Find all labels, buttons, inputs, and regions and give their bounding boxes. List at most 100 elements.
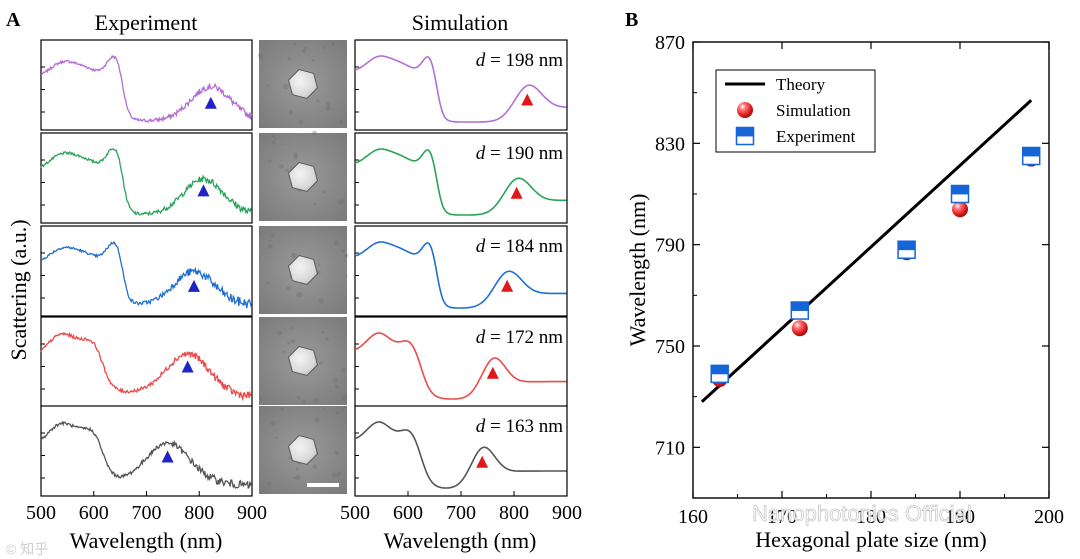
sem-texture-3-16 bbox=[321, 330, 325, 335]
y-tick-label-870: 870 bbox=[655, 32, 685, 54]
x-tick-label-200: 200 bbox=[1034, 506, 1064, 528]
experiment-spectrum-4 bbox=[40, 420, 253, 490]
experiment-point-4 bbox=[1021, 146, 1041, 166]
diameter-value: = 163 nm bbox=[485, 416, 563, 437]
sem-texture-1-15 bbox=[313, 202, 317, 205]
x-axis-label-simulation: Wavelength (nm) bbox=[384, 528, 537, 553]
panel-b-label: B bbox=[625, 9, 638, 31]
sem-texture-1-8 bbox=[285, 168, 289, 173]
simulation-peak-marker-4 bbox=[476, 455, 489, 468]
sem-texture-2-14 bbox=[344, 275, 348, 278]
sem-texture-0-1 bbox=[267, 84, 270, 87]
panel-b: 160 170 180 190 200 710 750 790 830 870 Hexagonal … bbox=[625, 32, 1064, 552]
hexagonal-plate-1 bbox=[287, 161, 319, 193]
diameter-label-4: d = 163 nm bbox=[476, 416, 563, 437]
sem-texture-3-11 bbox=[290, 326, 294, 330]
hexagonal-plate-0 bbox=[287, 68, 319, 100]
diameter-value: = 190 nm bbox=[485, 143, 563, 164]
sem-texture-3-2 bbox=[291, 340, 294, 343]
experiment-xtick-label-600: 600 bbox=[79, 502, 109, 524]
y-tick-label-750: 750 bbox=[655, 336, 685, 358]
x-tick-label-190: 190 bbox=[945, 506, 975, 528]
sem-texture-1-2 bbox=[322, 189, 326, 193]
experiment-peak-marker-3 bbox=[181, 360, 194, 373]
panel-b-y-axis-label: Wavelength (nm) bbox=[625, 194, 650, 347]
legend-experiment-label: Experiment bbox=[776, 127, 856, 146]
sem-texture-0-2 bbox=[287, 56, 291, 61]
y-tick-label-830: 830 bbox=[655, 133, 685, 155]
sem-texture-3-1 bbox=[341, 394, 348, 401]
scale-bar bbox=[307, 483, 339, 487]
experiment-point-1 bbox=[790, 301, 810, 320]
diameter-symbol: d bbox=[476, 416, 486, 437]
experiment-spectrum-0 bbox=[40, 54, 253, 124]
sem-texture-2-2 bbox=[291, 252, 297, 259]
sem-texture-4-17 bbox=[293, 477, 296, 480]
sem-texture-2-11 bbox=[333, 240, 340, 246]
diameter-symbol: d bbox=[476, 236, 486, 257]
sem-texture-1-7 bbox=[284, 143, 287, 146]
sem-texture-3-8 bbox=[260, 384, 263, 387]
simulation-spectrum-4 bbox=[354, 421, 567, 489]
simulation-xtick-label-800: 800 bbox=[499, 502, 529, 524]
sem-texture-2-12 bbox=[258, 256, 262, 259]
sem-texture-0-3 bbox=[325, 105, 331, 112]
legend-experiment-swatch-fill bbox=[736, 127, 754, 137]
simulation-spectrum-0 bbox=[354, 55, 567, 123]
sem-texture-0-14 bbox=[325, 101, 331, 107]
sem-texture-3-14 bbox=[332, 377, 338, 383]
sem-texture-1-13 bbox=[342, 199, 345, 203]
sem-texture-4-12 bbox=[295, 467, 299, 471]
hexagonal-plate-4 bbox=[287, 434, 319, 466]
experiment-point-0 bbox=[710, 364, 729, 384]
sem-texture-3-5 bbox=[282, 350, 286, 354]
experiment-spectrum-2 bbox=[40, 240, 253, 309]
diameter-symbol: d bbox=[476, 327, 486, 348]
experiment-title: Experiment bbox=[95, 10, 198, 35]
sem-texture-4-1 bbox=[314, 417, 320, 423]
sem-texture-4-16 bbox=[266, 481, 271, 486]
sem-texture-1-12 bbox=[292, 152, 298, 158]
sem-texture-3-0 bbox=[287, 341, 291, 345]
simulation-xtick-label-500: 500 bbox=[340, 502, 370, 524]
experiment-point-4-fill bbox=[1022, 147, 1040, 157]
experiment-xtick-label-700: 700 bbox=[132, 502, 162, 524]
sem-texture-2-16 bbox=[344, 253, 349, 258]
sem-texture-4-11 bbox=[334, 450, 339, 455]
panel-a-label: A bbox=[6, 9, 21, 31]
simulation-peak-marker-3 bbox=[486, 366, 499, 379]
sem-texture-0-17 bbox=[311, 58, 315, 62]
y-tick-label-710: 710 bbox=[655, 437, 685, 459]
x-tick-label-170: 170 bbox=[767, 506, 797, 528]
diameter-symbol: d bbox=[476, 50, 486, 71]
sem-texture-2-17 bbox=[318, 298, 324, 304]
diameter-value: = 198 nm bbox=[485, 50, 563, 71]
hexagonal-plate-2 bbox=[287, 254, 319, 286]
diameter-label-3: d = 172 nm bbox=[476, 327, 563, 348]
panel-a: d = 198 nmd = 190 nmd = 184 nmd = 172 nm… bbox=[26, 39, 582, 524]
sem-texture-2-10 bbox=[258, 230, 262, 233]
sem-texture-2-5 bbox=[341, 249, 345, 253]
sem-texture-2-1 bbox=[266, 281, 270, 285]
experiment-peak-marker-1 bbox=[197, 184, 210, 197]
sem-texture-4-10 bbox=[294, 474, 301, 481]
simulation-plot-3 bbox=[354, 316, 568, 408]
experiment-peak-marker-0 bbox=[204, 96, 217, 109]
diameter-label-0: d = 198 nm bbox=[476, 50, 563, 71]
y-axis-label-scattering: Scattering (a.u.) bbox=[6, 219, 31, 360]
sem-texture-0-10 bbox=[338, 119, 344, 125]
theory-line bbox=[700, 99, 1033, 403]
simulation-peak-marker-0 bbox=[521, 93, 534, 106]
sem-texture-3-9 bbox=[291, 339, 296, 344]
sem-texture-2-4 bbox=[270, 233, 275, 238]
simulation-peak-marker-2 bbox=[501, 279, 514, 292]
simulation-peak-marker-1 bbox=[510, 186, 523, 199]
simulation-title: Simulation bbox=[412, 10, 509, 35]
sem-texture-2-13 bbox=[267, 243, 273, 249]
sem-texture-0-12 bbox=[298, 119, 303, 125]
sem-texture-4-0 bbox=[288, 456, 292, 460]
diameter-symbol: d bbox=[476, 143, 486, 164]
experiment-plot-3 bbox=[40, 316, 253, 408]
experiment-xtick-label-500: 500 bbox=[26, 502, 56, 524]
x-tick-label-180: 180 bbox=[856, 506, 886, 528]
